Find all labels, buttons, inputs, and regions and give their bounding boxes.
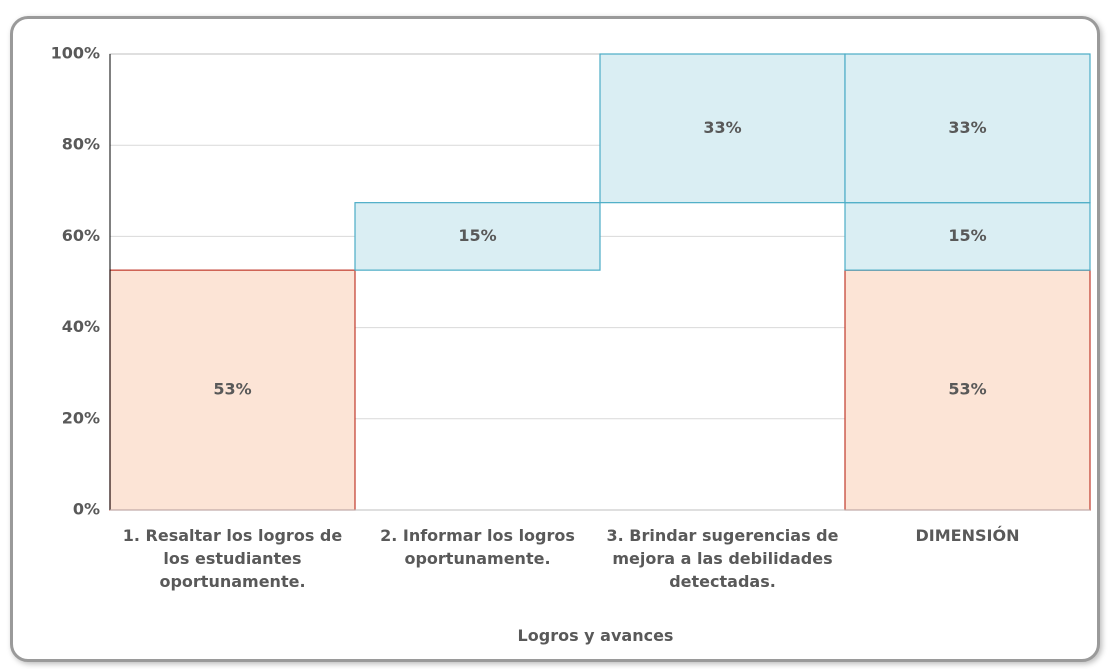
- bar: [109, 269, 356, 511]
- x-tick-label: 2. Informar los logros oportunamente.: [380, 526, 575, 568]
- bar: [599, 53, 846, 204]
- y-tick-label: 40%: [62, 317, 100, 336]
- y-tick-label: 60%: [62, 226, 100, 245]
- x-axis-title: Logros y avances: [517, 626, 674, 645]
- y-tick-label: 20%: [62, 408, 100, 427]
- x-tick-label: 1. Resaltar los logros de los estudiante…: [122, 526, 343, 591]
- data-label: 53%: [948, 380, 986, 399]
- y-tick-label: 0%: [73, 500, 100, 519]
- x-tick-label: 3. Brindar sugerencias de mejora a las d…: [606, 526, 839, 591]
- data-label: 15%: [948, 226, 986, 245]
- x-tick-label: DIMENSIÓN: [915, 526, 1020, 545]
- y-tick-label: 100%: [51, 44, 100, 63]
- bar: [844, 53, 1091, 204]
- bar: [844, 202, 1091, 271]
- data-label: 53%: [213, 380, 251, 399]
- data-label: 15%: [458, 226, 496, 245]
- data-label: 33%: [948, 118, 986, 137]
- data-label: 33%: [703, 118, 741, 137]
- bar: [354, 202, 601, 271]
- y-tick-label: 80%: [62, 135, 100, 154]
